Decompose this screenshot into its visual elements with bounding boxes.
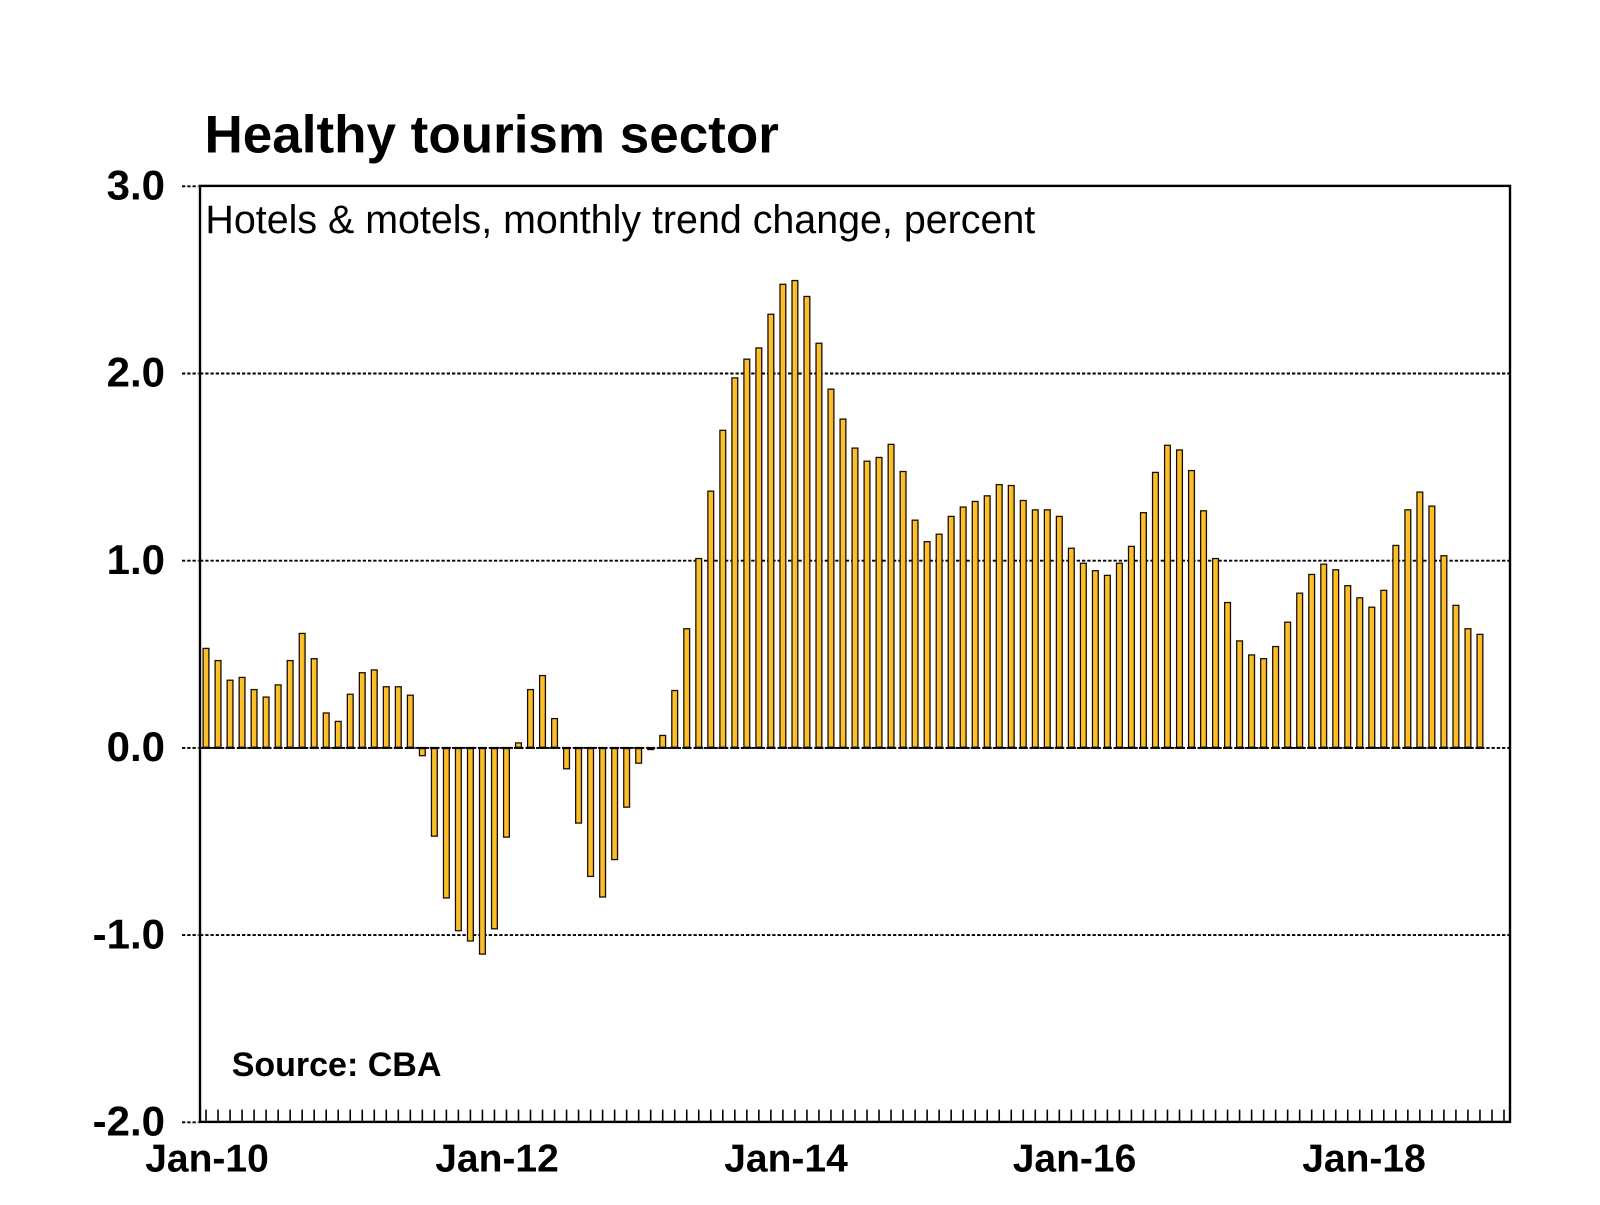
svg-text:Jan-10: Jan-10 bbox=[145, 1137, 269, 1180]
svg-text:Jan-16: Jan-16 bbox=[1013, 1137, 1137, 1180]
svg-text:2.0: 2.0 bbox=[107, 349, 165, 396]
svg-text:Jan-18: Jan-18 bbox=[1302, 1137, 1426, 1180]
svg-text:-2.0: -2.0 bbox=[93, 1098, 165, 1145]
svg-text:-1.0: -1.0 bbox=[93, 910, 165, 957]
svg-text:1.0: 1.0 bbox=[107, 536, 165, 583]
svg-text:Jan-12: Jan-12 bbox=[435, 1137, 559, 1180]
svg-text:Hotels & motels, monthly trend: Hotels & motels, monthly trend change, p… bbox=[205, 198, 1035, 242]
svg-text:3.0: 3.0 bbox=[107, 162, 165, 209]
svg-text:Jan-14: Jan-14 bbox=[724, 1137, 848, 1180]
svg-text:Healthy tourism sector: Healthy tourism sector bbox=[205, 106, 779, 165]
svg-text:Source: CBA: Source: CBA bbox=[232, 1046, 442, 1084]
svg-text:0.0: 0.0 bbox=[107, 723, 165, 770]
